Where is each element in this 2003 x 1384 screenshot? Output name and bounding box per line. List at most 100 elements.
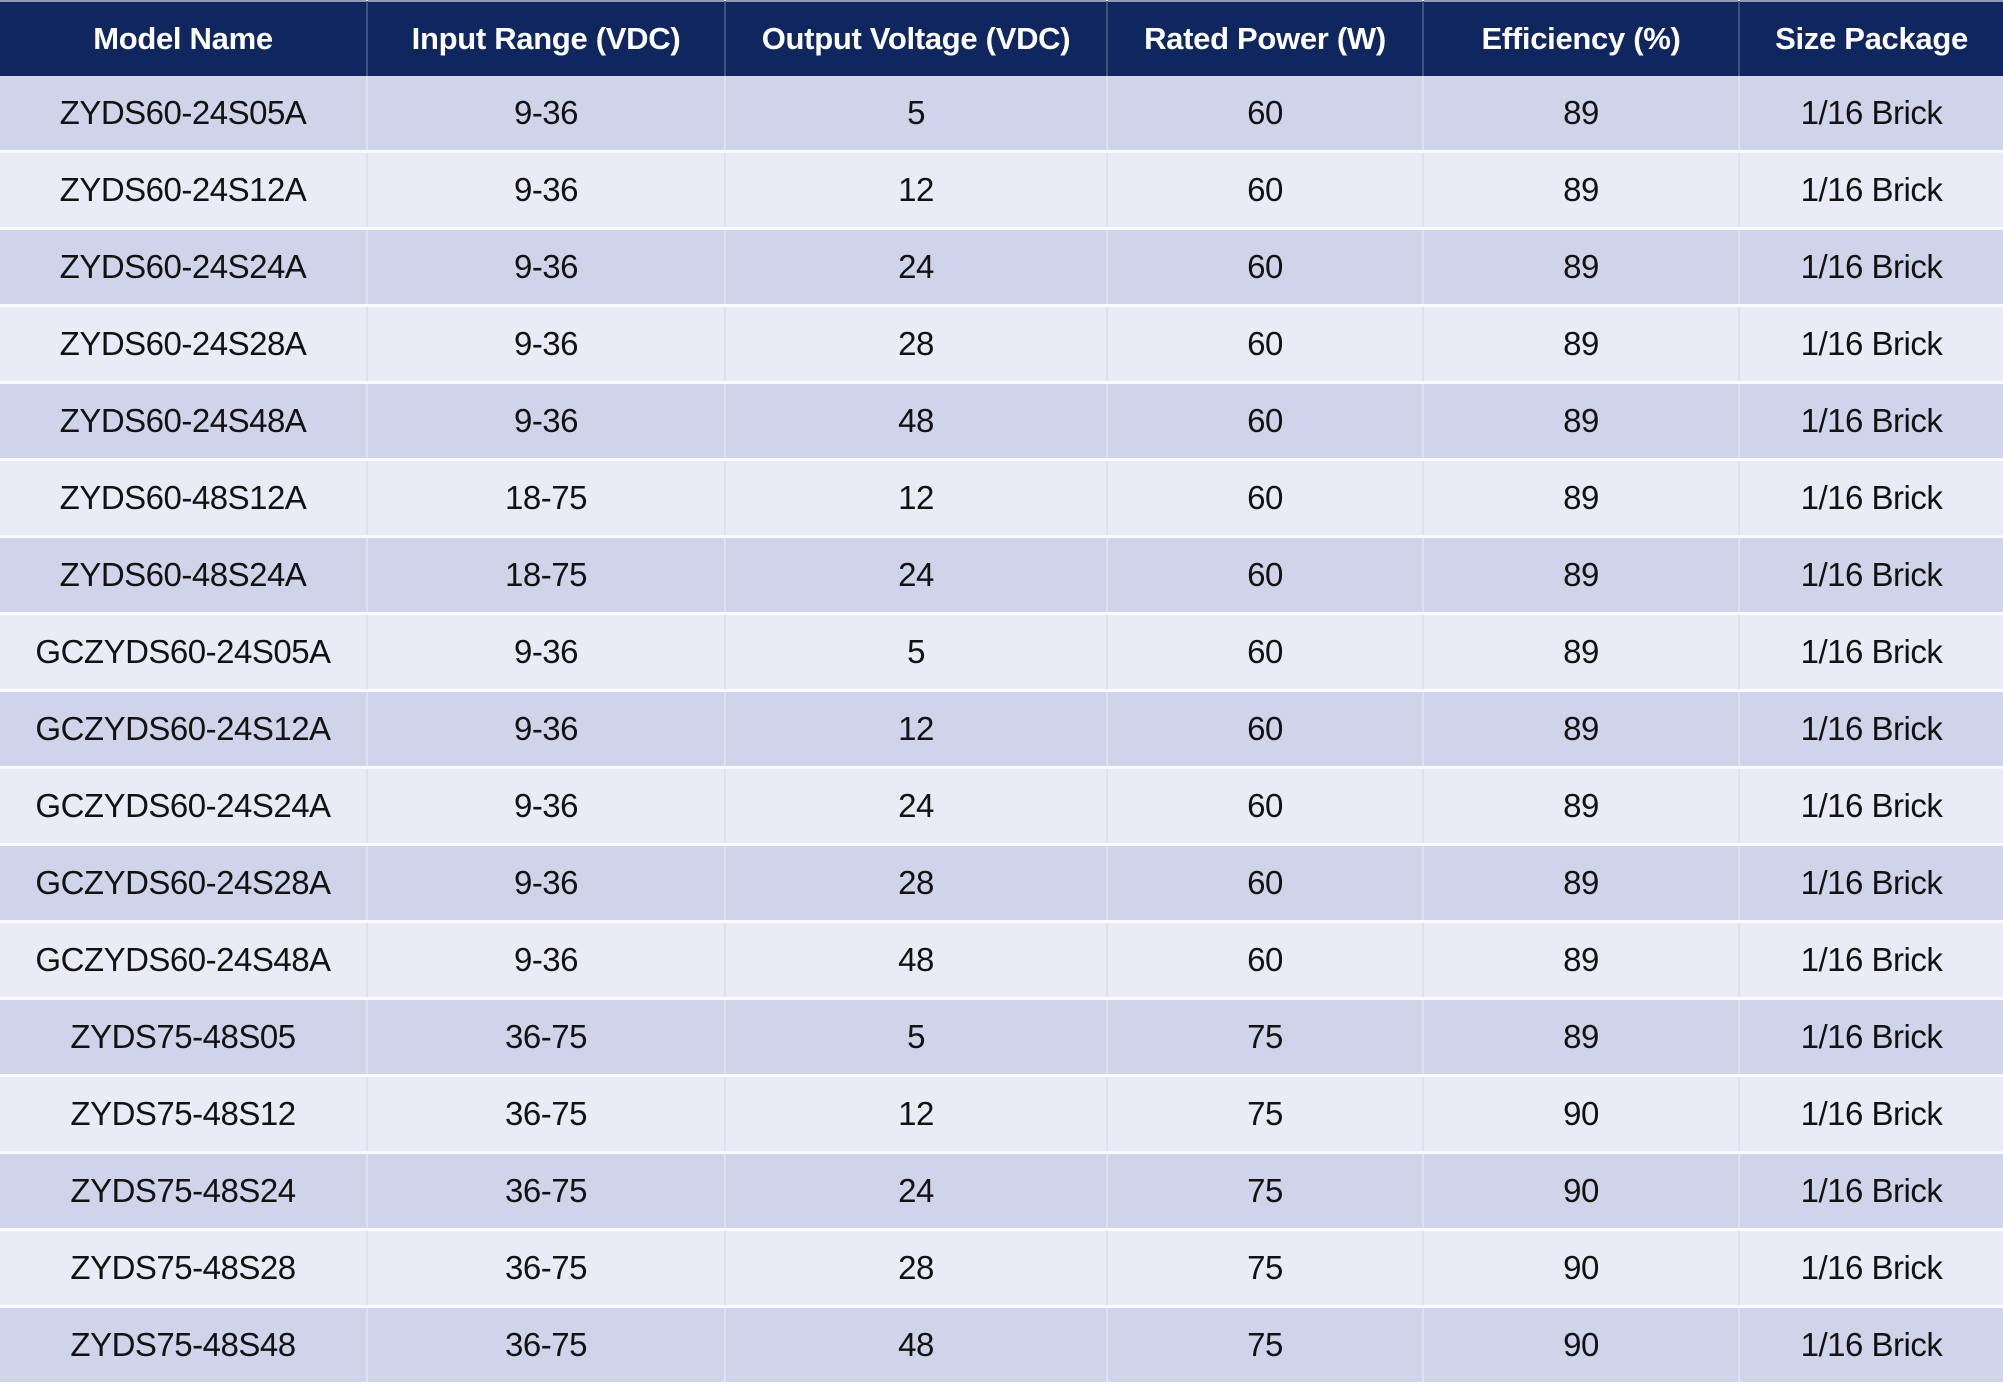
table-row: ZYDS75-48S12 36-75 12 75 90 1/16 Brick [0, 1074, 2003, 1153]
cell-model-name: ZYDS60-48S12A [0, 458, 367, 537]
cell-rated-power: 60 [1106, 150, 1423, 229]
cell-output-voltage: 12 [724, 150, 1107, 229]
cell-efficiency: 89 [1422, 920, 1739, 999]
cell-size-package: 1/16 Brick [1738, 150, 2003, 229]
cell-input-range: 9-36 [366, 843, 725, 922]
cell-model-name: GCZYDS60-24S24A [0, 766, 367, 845]
header-row: Model Name Input Range (VDC) Output Volt… [0, 1, 2003, 76]
cell-rated-power: 75 [1106, 1228, 1423, 1307]
cell-size-package: 1/16 Brick [1738, 612, 2003, 691]
table-row: ZYDS60-48S12A 18-75 12 60 89 1/16 Brick [0, 458, 2003, 537]
cell-input-range: 9-36 [366, 612, 725, 691]
cell-efficiency: 89 [1422, 535, 1739, 614]
cell-efficiency: 89 [1422, 997, 1739, 1076]
table-row: ZYDS75-48S48 36-75 48 75 90 1/16 Brick [0, 1305, 2003, 1382]
table-row: GCZYDS60-24S24A 9-36 24 60 89 1/16 Brick [0, 766, 2003, 845]
cell-efficiency: 90 [1422, 1305, 1739, 1382]
cell-input-range: 9-36 [366, 76, 725, 152]
cell-input-range: 18-75 [366, 458, 725, 537]
cell-efficiency: 89 [1422, 612, 1739, 691]
table-header: Model Name Input Range (VDC) Output Volt… [0, 1, 2003, 76]
cell-size-package: 1/16 Brick [1738, 689, 2003, 768]
cell-efficiency: 89 [1422, 381, 1739, 460]
cell-rated-power: 60 [1106, 304, 1423, 383]
cell-size-package: 1/16 Brick [1738, 1305, 2003, 1382]
cell-output-voltage: 48 [724, 1305, 1107, 1382]
cell-output-voltage: 5 [724, 997, 1107, 1076]
cell-input-range: 36-75 [366, 1305, 725, 1382]
column-header-output-voltage: Output Voltage (VDC) [724, 1, 1107, 76]
column-header-input-range: Input Range (VDC) [366, 1, 725, 76]
cell-efficiency: 89 [1422, 843, 1739, 922]
cell-rated-power: 60 [1106, 766, 1423, 845]
cell-model-name: ZYDS75-48S24 [0, 1151, 367, 1230]
cell-model-name: ZYDS75-48S12 [0, 1074, 367, 1153]
cell-size-package: 1/16 Brick [1738, 535, 2003, 614]
table-row: ZYDS60-24S28A 9-36 28 60 89 1/16 Brick [0, 304, 2003, 383]
cell-efficiency: 90 [1422, 1074, 1739, 1153]
cell-size-package: 1/16 Brick [1738, 304, 2003, 383]
cell-rated-power: 60 [1106, 227, 1423, 306]
cell-model-name: ZYDS60-24S24A [0, 227, 367, 306]
cell-model-name: ZYDS75-48S28 [0, 1228, 367, 1307]
cell-model-name: GCZYDS60-24S28A [0, 843, 367, 922]
cell-size-package: 1/16 Brick [1738, 766, 2003, 845]
cell-rated-power: 60 [1106, 381, 1423, 460]
cell-output-voltage: 48 [724, 920, 1107, 999]
cell-output-voltage: 24 [724, 227, 1107, 306]
cell-input-range: 36-75 [366, 1228, 725, 1307]
cell-model-name: ZYDS60-24S28A [0, 304, 367, 383]
cell-model-name: ZYDS60-48S24A [0, 535, 367, 614]
cell-output-voltage: 5 [724, 76, 1107, 152]
cell-efficiency: 89 [1422, 689, 1739, 768]
cell-output-voltage: 5 [724, 612, 1107, 691]
cell-rated-power: 60 [1106, 612, 1423, 691]
cell-size-package: 1/16 Brick [1738, 1228, 2003, 1307]
cell-input-range: 9-36 [366, 304, 725, 383]
table-row: ZYDS75-48S05 36-75 5 75 89 1/16 Brick [0, 997, 2003, 1076]
cell-rated-power: 75 [1106, 1151, 1423, 1230]
cell-size-package: 1/16 Brick [1738, 1151, 2003, 1230]
cell-output-voltage: 48 [724, 381, 1107, 460]
cell-input-range: 36-75 [366, 1074, 725, 1153]
table-row: ZYDS60-48S24A 18-75 24 60 89 1/16 Brick [0, 535, 2003, 614]
cell-size-package: 1/16 Brick [1738, 458, 2003, 537]
cell-output-voltage: 24 [724, 1151, 1107, 1230]
cell-model-name: ZYDS75-48S05 [0, 997, 367, 1076]
cell-efficiency: 89 [1422, 150, 1739, 229]
cell-efficiency: 89 [1422, 458, 1739, 537]
cell-input-range: 9-36 [366, 227, 725, 306]
cell-efficiency: 89 [1422, 766, 1739, 845]
cell-output-voltage: 12 [724, 689, 1107, 768]
cell-size-package: 1/16 Brick [1738, 843, 2003, 922]
column-header-efficiency: Efficiency (%) [1422, 1, 1739, 76]
table-row: ZYDS60-24S12A 9-36 12 60 89 1/16 Brick [0, 150, 2003, 229]
cell-rated-power: 60 [1106, 920, 1423, 999]
table-row: ZYDS75-48S24 36-75 24 75 90 1/16 Brick [0, 1151, 2003, 1230]
cell-size-package: 1/16 Brick [1738, 381, 2003, 460]
cell-size-package: 1/16 Brick [1738, 920, 2003, 999]
cell-input-range: 36-75 [366, 1151, 725, 1230]
cell-model-name: ZYDS60-24S48A [0, 381, 367, 460]
cell-output-voltage: 28 [724, 304, 1107, 383]
cell-rated-power: 60 [1106, 458, 1423, 537]
cell-input-range: 18-75 [366, 535, 725, 614]
cell-input-range: 9-36 [366, 150, 725, 229]
table-row: GCZYDS60-24S48A 9-36 48 60 89 1/16 Brick [0, 920, 2003, 999]
cell-rated-power: 75 [1106, 1305, 1423, 1382]
cell-model-name: GCZYDS60-24S12A [0, 689, 367, 768]
cell-rated-power: 60 [1106, 843, 1423, 922]
cell-size-package: 1/16 Brick [1738, 76, 2003, 152]
cell-output-voltage: 24 [724, 766, 1107, 845]
cell-efficiency: 89 [1422, 227, 1739, 306]
cell-model-name: ZYDS60-24S05A [0, 76, 367, 152]
table-row: ZYDS60-24S05A 9-36 5 60 89 1/16 Brick [0, 76, 2003, 152]
cell-rated-power: 60 [1106, 689, 1423, 768]
cell-output-voltage: 12 [724, 1074, 1107, 1153]
cell-input-range: 9-36 [366, 689, 725, 768]
cell-output-voltage: 28 [724, 1228, 1107, 1307]
column-header-rated-power: Rated Power (W) [1106, 1, 1423, 76]
cell-efficiency: 89 [1422, 304, 1739, 383]
cell-size-package: 1/16 Brick [1738, 227, 2003, 306]
